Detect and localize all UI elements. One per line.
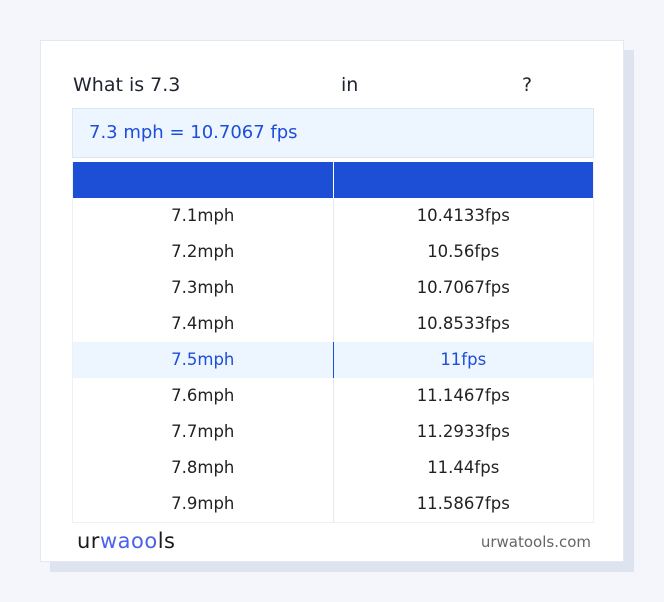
logo-part: ur <box>77 529 100 553</box>
cell-mph: 7.6mph <box>73 378 334 414</box>
table-row: 7.6mph 11.1467fps <box>73 378 593 414</box>
cell-fps: 10.4133fps <box>416 206 510 225</box>
cell-mph: 7.8mph <box>73 450 334 486</box>
cell-fps: 11.44fps <box>427 458 500 477</box>
cell-fps: 10.7067fps <box>416 278 510 297</box>
site-link[interactable]: urwatools.com <box>480 533 591 551</box>
table-row: 7.4mph 10.8533fps <box>73 306 593 342</box>
cell-mph: 7.3mph <box>73 270 334 306</box>
cell-fps: 11fps <box>440 350 487 369</box>
logo-part: wa <box>99 529 131 553</box>
result-box: 7.3 mph = 10.7067 fps <box>72 108 594 158</box>
header-mph <box>73 162 334 198</box>
cell-fps: 10.8533fps <box>416 314 510 333</box>
cell-mph: 7.1mph <box>73 198 334 234</box>
table-row: 7.5mph 11fps <box>73 342 593 378</box>
table-header <box>73 162 593 198</box>
urwatools-logo[interactable]: urwaools <box>77 529 175 553</box>
cell-mph: 7.2mph <box>73 234 334 270</box>
cell-mph: 7.4mph <box>73 306 334 342</box>
title-middle: in <box>341 74 359 96</box>
cell-mph: 7.5mph <box>73 342 334 378</box>
cell-mph: 7.9mph <box>73 486 334 522</box>
table-row: 7.2mph 10.56fps <box>73 234 593 270</box>
logo-part: ls <box>157 529 176 553</box>
table-row: 7.1mph 10.4133fps <box>73 198 593 234</box>
header-fps <box>334 162 594 198</box>
logo-part: oo <box>131 529 158 553</box>
table-row: 7.9mph 11.5867fps <box>73 486 593 522</box>
cell-fps: 11.2933fps <box>416 422 510 441</box>
title-suffix: ? <box>522 74 533 96</box>
cell-fps: 11.5867fps <box>416 494 510 513</box>
cell-fps: 10.56fps <box>427 242 500 261</box>
table-row: 7.7mph 11.2933fps <box>73 414 593 450</box>
conversion-card: What is 7.3 in ? 7.3 mph = 10.7067 fps 7… <box>40 40 624 562</box>
title-prefix: What is 7.3 <box>73 74 181 96</box>
cell-mph: 7.7mph <box>73 414 334 450</box>
table-row: 7.8mph 11.44fps <box>73 450 593 486</box>
table-row: 7.3mph 10.7067fps <box>73 270 593 306</box>
conversion-table: 7.1mph 10.4133fps 7.2mph 10.56fps 7.3mph 10.7… <box>72 162 594 523</box>
cell-fps: 11.1467fps <box>416 386 510 405</box>
